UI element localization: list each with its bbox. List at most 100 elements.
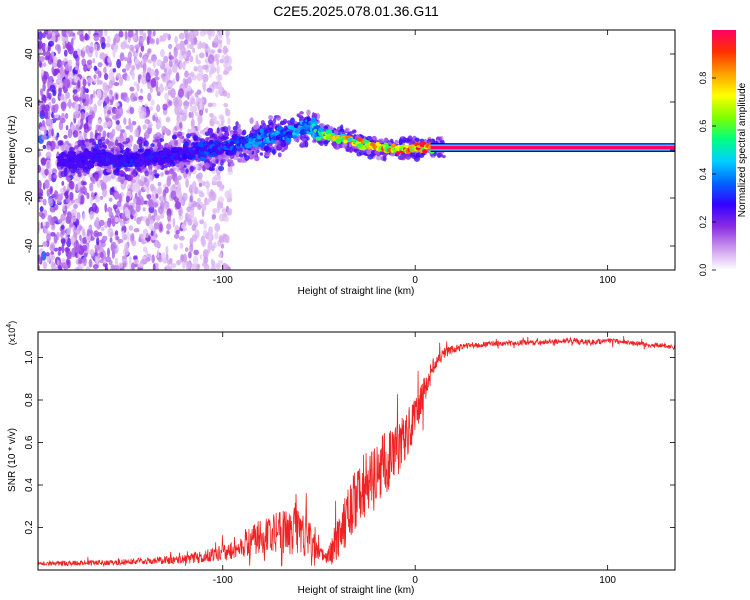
spectrogram-speckle [155,122,162,129]
spectrogram-speckle [113,216,119,223]
spectrogram-ridge-cell [396,150,401,156]
spectrogram-band-cell [378,138,384,144]
spectrogram-speckle [192,180,197,191]
spectrogram-speckle [95,257,99,263]
spectrogram-speckle [76,219,80,226]
spectrogram-speckle [164,170,170,175]
spectrogram-speckle [205,180,210,190]
spectrogram-band-cell [400,153,407,161]
spectrogram-speckle [87,77,94,84]
spectrogram-speckle [83,171,87,177]
spectrogram-speckle [184,39,188,45]
spectrogram-speckle [195,112,199,117]
spectrogram-speckle [74,102,79,112]
spectrogram-speckle [167,89,171,96]
spectrogram-speckle [190,97,196,105]
spectrogram-speckle [103,66,107,74]
spectrogram-speckle [133,258,140,265]
spectrogram-speckle [134,128,139,138]
spectrogram-speckle [219,213,225,222]
spectrogram-speckle [48,40,54,47]
spectrogram-speckle [171,63,178,74]
snr-frame [37,331,676,571]
spectrogram-speckle [152,201,159,208]
spectrogram-speckle [183,99,190,110]
spectrogram-speckle [131,239,137,247]
colorbar: 0.0 0.2 0.4 0.6 0.8 Normalized spectral ampl… [698,30,748,276]
spectrogram-speckle [71,208,77,217]
spectrogram-speckle [62,44,66,50]
spectrogram-speckle [108,259,113,266]
spectrogram-speckle [168,55,174,60]
spectrogram-speckle [112,204,118,210]
spectrogram-speckle [181,254,185,261]
spectrogram-band-cell [136,139,143,145]
spectrogram-speckle [52,265,59,270]
snr-multiplier-close: ) [7,321,17,324]
spectrogram-speckle [222,70,229,75]
spectrogram-band-cell [264,151,270,156]
spectrogram-speckle [179,61,183,70]
spectrogram-speckle [75,183,78,192]
spectrogram-speckle [44,168,49,176]
spectrogram-speckle [57,72,61,82]
spectrogram-band-cell [259,152,264,156]
spectrogram-speckle [175,72,180,82]
spectrogram-speckle [198,109,204,116]
spectrogram-speckle [77,132,83,142]
spectrogram-speckle [88,46,94,54]
spectrogram-ridge-cell [81,156,90,161]
spectrogram-ridge-cell [422,149,428,154]
spectrogram-x-tick-label: 100 [599,275,616,286]
spectrogram-speckle [175,201,182,210]
spectrogram-speckle [79,118,84,128]
spectrogram-speckle [214,231,219,240]
spectrogram-speckle [80,111,86,121]
spectrogram-speckle [131,71,136,81]
spectrogram-speckle [181,223,186,230]
spectrogram-speckle [135,202,141,213]
spectrogram-band-cell [185,168,189,174]
spectrogram-ridge-cell [135,163,144,167]
spectrogram-speckle [107,217,112,228]
spectrogram-speckle [190,118,195,129]
spectrogram-speckle [60,213,66,221]
spectrogram-speckle [96,75,100,86]
spectrogram-speckle [50,224,56,231]
spectrogram-speckle [178,32,185,40]
spectrogram-speckle [129,107,135,115]
spectrogram-speckle [187,251,192,259]
spectrogram-speckle [221,206,226,215]
spectrogram-band-cell [155,139,159,143]
spectrogram-band-cell [162,164,169,169]
spectrogram-speckle [142,207,146,212]
spectrogram-band-cell [85,168,90,175]
spectrogram-speckle [48,92,52,100]
spectrogram-speckle [64,112,69,120]
spectrogram-speckle [53,174,58,179]
spectrogram-speckle [193,30,198,37]
spectrogram-speckle [94,244,101,251]
spectrogram-speckle [156,59,163,67]
figure-title: C2E5.2025.078.01.36.G11 [273,3,439,19]
spectrogram-speckle [89,182,94,192]
spectrogram-speckle [153,209,158,217]
snr-series-line [38,336,675,568]
spectrogram-speckle [97,70,102,78]
spectrogram-speckle [201,238,207,248]
spectrogram-speckle [51,112,54,119]
spectrogram-band-cell [227,159,234,164]
spectrogram-band-cell [268,115,274,120]
spectrogram-band-cell [323,125,328,129]
spectrogram-speckle [64,205,68,211]
spectrogram-speckle [96,180,101,188]
spectrogram-speckle [114,257,119,266]
spectrogram-speckle [188,111,192,118]
spectrogram-speckle [159,201,165,210]
spectrogram-speckle [86,59,93,65]
spectrogram-speckle [147,59,153,64]
spectrogram-speckle [175,229,180,235]
colorbar-label: Normalized spectral amplitude [737,82,748,217]
spectrogram-speckle [197,172,203,180]
spectrogram-speckle [153,76,160,81]
